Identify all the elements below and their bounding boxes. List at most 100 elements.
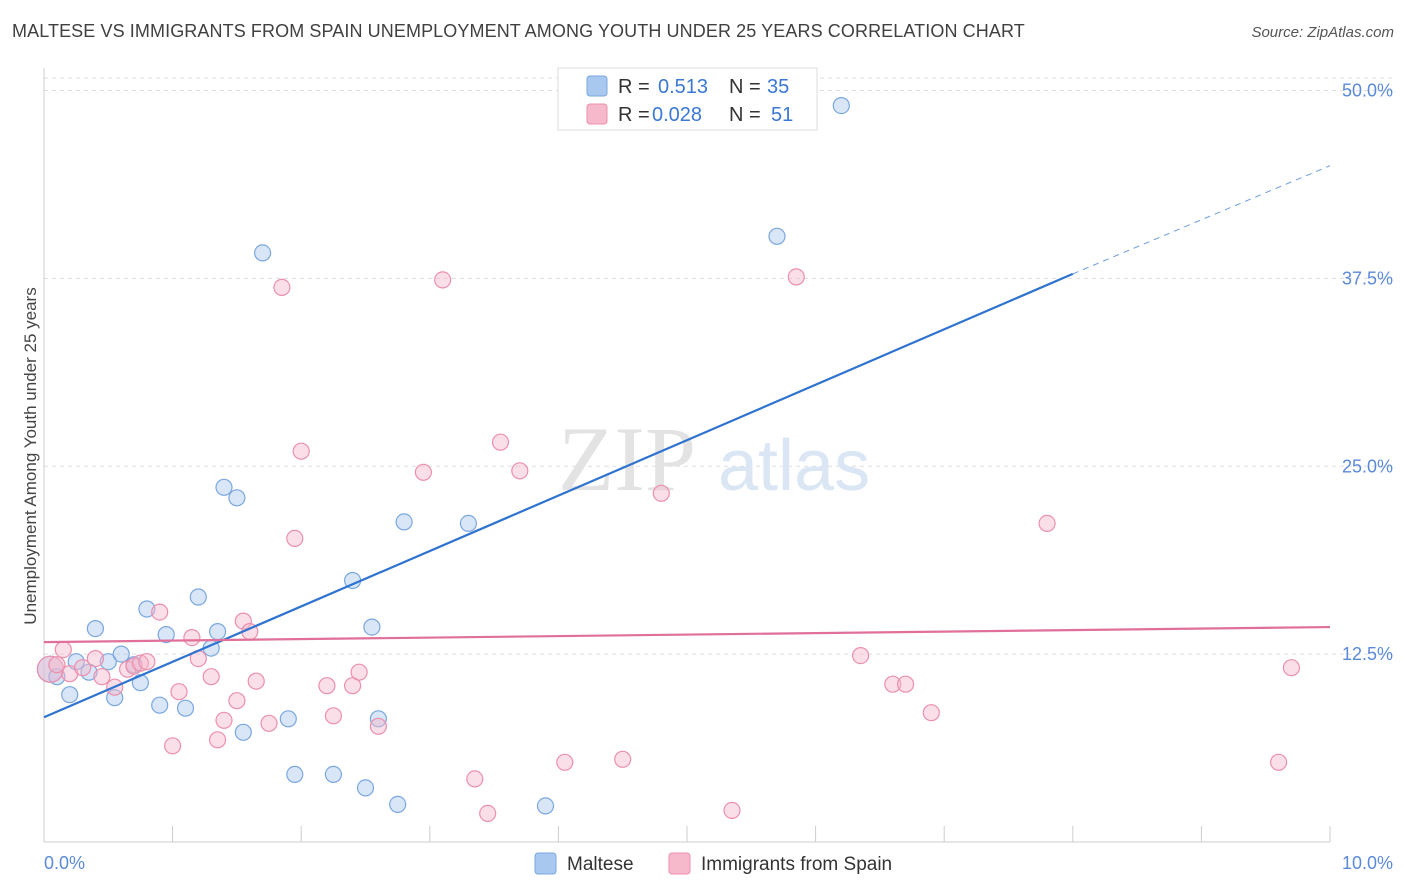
y-tick-label: 37.5% <box>1342 268 1393 288</box>
maltese-point <box>286 765 304 784</box>
spain-point <box>93 668 111 686</box>
legend-r-value-maltese: 0.513 <box>658 76 708 98</box>
spain-point <box>286 529 304 548</box>
spain-point <box>202 668 220 686</box>
spain-point <box>292 442 310 460</box>
y-tick-label: 25.0% <box>1342 456 1393 476</box>
maltese-point <box>356 779 375 797</box>
spain-point <box>234 612 252 630</box>
spain-point <box>247 672 265 690</box>
spain-point <box>1282 659 1301 677</box>
spain-point <box>511 462 529 480</box>
spain-point <box>209 731 227 749</box>
y-axis-title: Unemployment Among Youth under 25 years <box>21 287 40 624</box>
watermark: ZIP atlas <box>558 408 870 510</box>
legend-n-value-spain: 51 <box>771 104 793 126</box>
legend-r-value-spain: 0.028 <box>652 104 702 126</box>
spain-point <box>414 463 432 481</box>
spain-point <box>787 268 805 286</box>
spain-point <box>215 711 233 729</box>
maltese-point <box>112 645 130 663</box>
legend: R = 0.513 N = 35 R = 0.028 N = 51 <box>557 67 818 131</box>
spain-point <box>318 677 336 695</box>
spain-point <box>1269 753 1288 771</box>
maltese-point <box>138 600 156 618</box>
spain-point <box>851 646 870 665</box>
maltese-trend-extension <box>1072 165 1331 275</box>
spain-point <box>170 683 188 701</box>
maltese-point <box>61 686 79 704</box>
y-tick-label: 12.5% <box>1342 644 1393 664</box>
legend-n-label-spain: N = <box>729 104 761 126</box>
data-points <box>36 96 1301 823</box>
chart-title: MALTESE VS IMMIGRANTS FROM SPAIN UNEMPLO… <box>12 21 1025 41</box>
maltese-point <box>189 588 207 606</box>
legend-r-label-maltese: R = <box>618 76 650 98</box>
legend-n-label-maltese: N = <box>729 76 761 98</box>
spain-point <box>260 714 278 732</box>
spain-point <box>652 484 670 502</box>
legend-swatch-maltese <box>586 75 608 97</box>
maltese-point <box>279 710 297 728</box>
spain-point <box>1038 514 1056 533</box>
watermark-atlas: atlas <box>718 426 870 506</box>
maltese-point <box>151 696 169 714</box>
y-tick-label: 50.0% <box>1342 81 1393 101</box>
spain-point <box>556 753 574 771</box>
maltese-point <box>536 797 555 815</box>
maltese-point <box>389 795 407 814</box>
spain-point <box>896 675 915 693</box>
spain-point <box>183 628 201 647</box>
maltese-point <box>395 513 413 531</box>
spain-point <box>48 656 66 674</box>
maltese-point <box>228 489 246 507</box>
spain-point <box>479 804 497 823</box>
spain-point <box>350 663 368 681</box>
bottom-legend-swatch-maltese <box>534 852 557 875</box>
legend-n-value-maltese: 35 <box>767 76 789 98</box>
legend-r-label-spain: R = <box>618 104 650 126</box>
spain-point <box>228 692 246 710</box>
spain-point <box>86 649 105 668</box>
watermark-zip: ZIP <box>558 408 696 510</box>
spain-point <box>131 654 149 672</box>
spain-point <box>434 271 452 289</box>
spain-point <box>614 750 632 768</box>
spain-trend-line <box>43 625 1331 644</box>
bottom-legend-swatch-spain <box>668 852 691 875</box>
bottom-legend-label-maltese: Maltese <box>567 854 634 875</box>
maltese-point <box>157 625 175 644</box>
bottom-legend-label-spain: Immigrants from Spain <box>701 854 892 875</box>
y-tick-labels: 12.5% 25.0% 37.5% 50.0% <box>1342 81 1393 665</box>
spain-point <box>369 717 387 735</box>
maltese-point <box>86 619 105 638</box>
maltese-point <box>234 723 252 741</box>
x-tick-label-min: 0.0% <box>44 853 85 873</box>
maltese-point <box>459 514 477 533</box>
spain-point <box>324 707 342 725</box>
x-ticks <box>43 826 1331 842</box>
spain-point <box>54 640 72 659</box>
maltese-point <box>363 618 381 636</box>
source-label: Source: ZipAtlas.com <box>1251 24 1394 41</box>
maltese-trend-line <box>43 272 1074 719</box>
spain-point <box>922 704 940 722</box>
maltese-point <box>324 765 342 784</box>
spain-point <box>73 659 92 677</box>
bottom-legend: Maltese Immigrants from Spain <box>534 852 892 875</box>
maltese-point <box>215 478 233 496</box>
maltese-point <box>48 668 66 686</box>
maltese-point <box>768 227 786 245</box>
spain-point <box>138 653 156 671</box>
trend-lines <box>43 165 1331 719</box>
maltese-point <box>254 244 272 262</box>
spain-point <box>273 278 291 296</box>
spain-point <box>151 603 169 621</box>
legend-swatch-spain <box>586 103 608 125</box>
spain-point <box>723 801 741 820</box>
spain-point <box>466 770 484 788</box>
maltese-point <box>832 96 850 115</box>
spain-point <box>491 433 510 451</box>
spain-point <box>164 737 182 755</box>
